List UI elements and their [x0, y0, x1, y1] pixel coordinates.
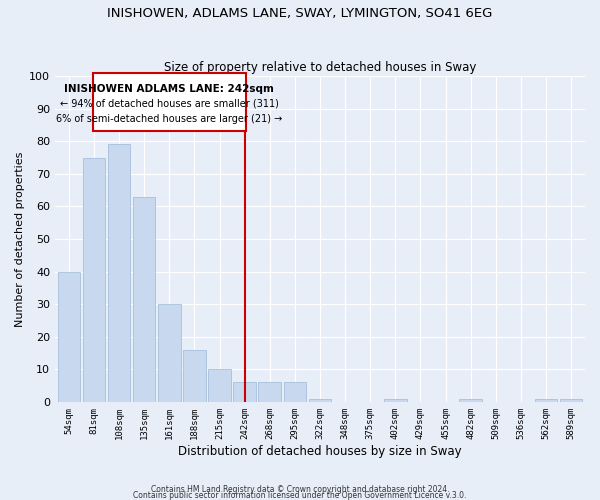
Text: 6% of semi-detached houses are larger (21) →: 6% of semi-detached houses are larger (2…	[56, 114, 283, 124]
Bar	[535, 398, 557, 402]
Bar	[460, 398, 482, 402]
Bar	[133, 196, 155, 402]
Bar	[233, 382, 256, 402]
Bar	[284, 382, 306, 402]
Bar	[384, 398, 407, 402]
Bar	[83, 158, 105, 402]
Bar	[158, 304, 181, 402]
Bar	[58, 272, 80, 402]
Bar	[108, 144, 130, 402]
Bar	[183, 350, 206, 402]
Text: INISHOWEN ADLAMS LANE: 242sqm: INISHOWEN ADLAMS LANE: 242sqm	[64, 84, 274, 94]
Title: Size of property relative to detached houses in Sway: Size of property relative to detached ho…	[164, 60, 476, 74]
Y-axis label: Number of detached properties: Number of detached properties	[15, 152, 25, 326]
Bar	[93, 73, 246, 132]
Text: Contains public sector information licensed under the Open Government Licence v.: Contains public sector information licen…	[133, 490, 467, 500]
Bar	[560, 398, 583, 402]
X-axis label: Distribution of detached houses by size in Sway: Distribution of detached houses by size …	[178, 444, 462, 458]
Text: ← 94% of detached houses are smaller (311): ← 94% of detached houses are smaller (31…	[60, 99, 279, 109]
Text: Contains HM Land Registry data © Crown copyright and database right 2024.: Contains HM Land Registry data © Crown c…	[151, 484, 449, 494]
Text: INISHOWEN, ADLAMS LANE, SWAY, LYMINGTON, SO41 6EG: INISHOWEN, ADLAMS LANE, SWAY, LYMINGTON,…	[107, 8, 493, 20]
Bar	[208, 370, 231, 402]
Bar	[309, 398, 331, 402]
Bar	[259, 382, 281, 402]
